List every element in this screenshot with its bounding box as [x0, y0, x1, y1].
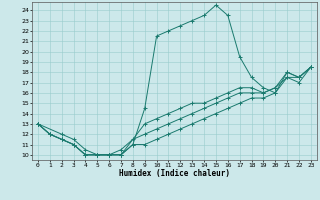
X-axis label: Humidex (Indice chaleur): Humidex (Indice chaleur): [119, 169, 230, 178]
